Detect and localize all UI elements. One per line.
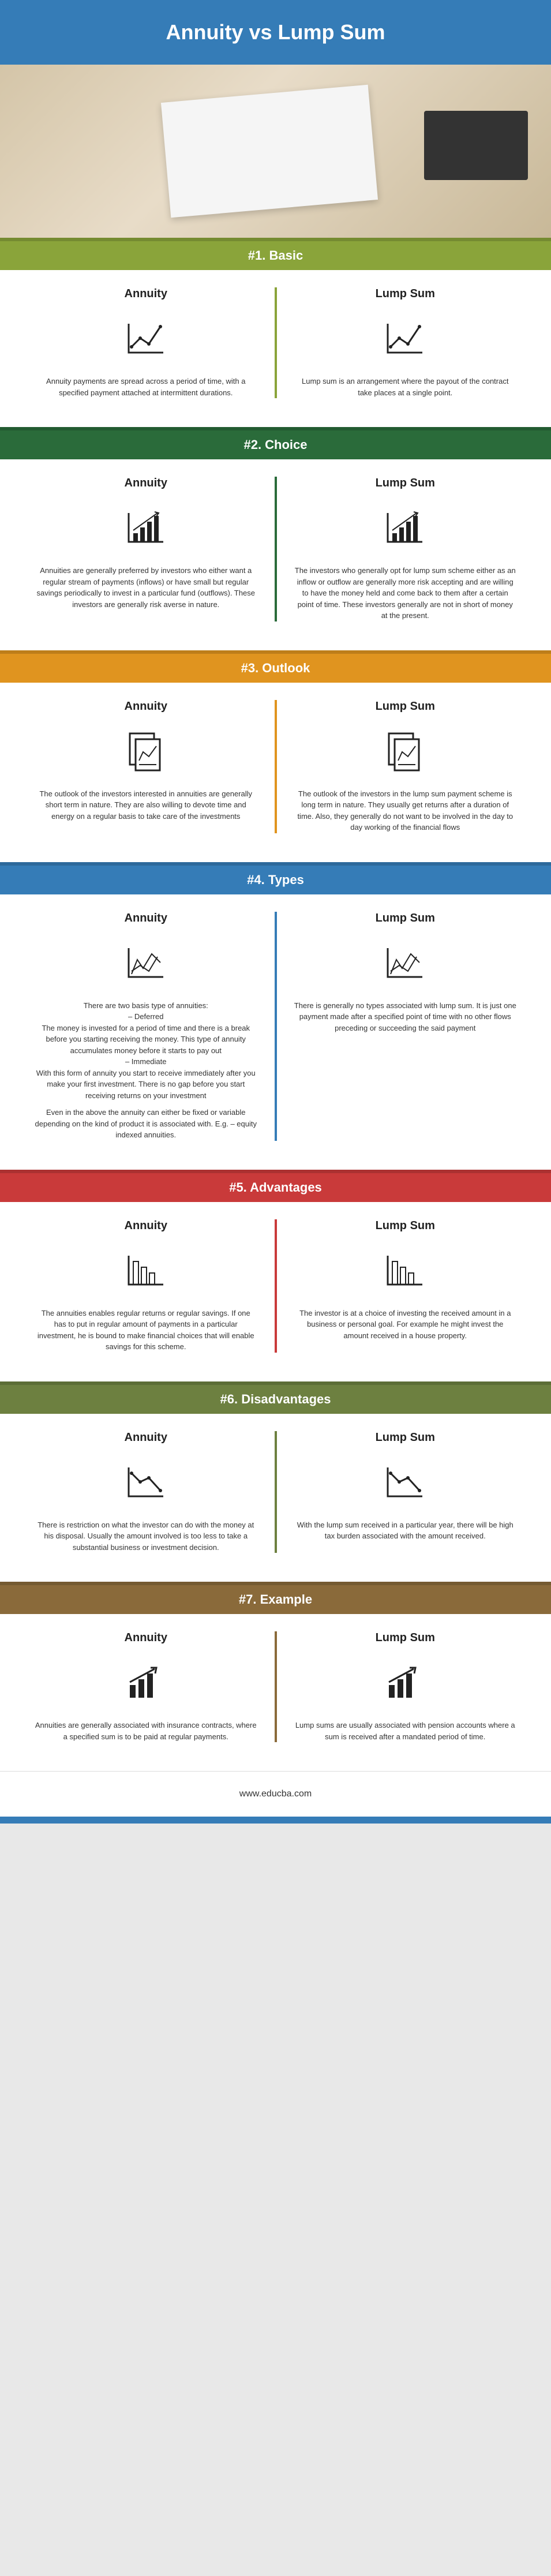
- col-lumpsum: Lump Sum There is generally no types asso…: [283, 912, 528, 1141]
- section-bar-basic: #1. Basic: [0, 238, 551, 270]
- divider: [275, 912, 277, 1141]
- bar-chart-down-icon: [294, 1244, 517, 1296]
- desc-lumpsum: The investor is at a choice of investing…: [294, 1308, 517, 1342]
- comparison-example: Annuity Annuities are generally associate…: [0, 1614, 551, 1771]
- section-bar-disadvantages: #6. Disadvantages: [0, 1381, 551, 1414]
- col-annuity: Annuity There is restriction on what the …: [23, 1431, 269, 1553]
- comparison-basic: Annuity Annuity payments are spread acros…: [0, 270, 551, 427]
- divider: [275, 1219, 277, 1353]
- section-bar-example: #7. Example: [0, 1582, 551, 1614]
- col-annuity: Annuity Annuity payments are spread acros…: [23, 287, 269, 398]
- desc-lumpsum: With the lump sum received in a particul…: [294, 1519, 517, 1542]
- desc-annuity-extra: Even in the above the annuity can either…: [35, 1107, 257, 1141]
- desc-annuity: There are two basis type of annuities:– …: [35, 1000, 257, 1102]
- document-chart-icon: [294, 725, 517, 777]
- hero-image: [0, 65, 551, 238]
- desc-annuity: Annuities are generally associated with …: [35, 1720, 257, 1742]
- footer-band: [0, 1817, 551, 1824]
- document-chart-icon: [35, 725, 257, 777]
- desc-lumpsum: The outlook of the investors in the lump…: [294, 788, 517, 833]
- col-title-lumpsum: Lump Sum: [294, 1631, 517, 1645]
- footer-url: www.educba.com: [0, 1771, 551, 1817]
- section-bar-types: #4. Types: [0, 862, 551, 894]
- col-title-annuity: Annuity: [35, 477, 257, 490]
- col-annuity: Annuity The annuities enables regular ret…: [23, 1219, 269, 1353]
- col-title-annuity: Annuity: [35, 1219, 257, 1233]
- col-title-lumpsum: Lump Sum: [294, 477, 517, 490]
- infographic-container: Annuity vs Lump Sum #1. BasicAnnuityAnnu…: [0, 0, 551, 1824]
- col-lumpsum: Lump Sum The investor is at a choice of i…: [283, 1219, 528, 1353]
- col-annuity: Annuity Annuities are generally preferred…: [23, 477, 269, 621]
- section-bar-advantages: #5. Advantages: [0, 1170, 551, 1202]
- col-annuity: Annuity Annuities are generally associate…: [23, 1631, 269, 1742]
- desc-lumpsum: Lump sum is an arrangement where the pay…: [294, 376, 517, 398]
- divider: [275, 1631, 277, 1742]
- comparison-types: Annuity There are two basis type of annui…: [0, 894, 551, 1170]
- col-title-lumpsum: Lump Sum: [294, 912, 517, 925]
- desc-annuity: The annuities enables regular returns or…: [35, 1308, 257, 1353]
- col-lumpsum: Lump Sum The outlook of the investors in …: [283, 700, 528, 833]
- divider: [275, 1431, 277, 1553]
- multi-line-chart-icon: [294, 937, 517, 989]
- divider: [275, 287, 277, 398]
- col-title-lumpsum: Lump Sum: [294, 1219, 517, 1233]
- bar-chart-down-icon: [35, 1244, 257, 1296]
- divider: [275, 700, 277, 833]
- desc-annuity: Annuity payments are spread across a per…: [35, 376, 257, 398]
- bar-chart-arrow-icon: [294, 1656, 517, 1708]
- comparison-outlook: Annuity The outlook of the investors inte…: [0, 683, 551, 862]
- col-title-annuity: Annuity: [35, 912, 257, 925]
- desc-lumpsum: There is generally no types associated w…: [294, 1000, 517, 1034]
- col-lumpsum: Lump Sum Lump sum is an arrangement where…: [283, 287, 528, 398]
- line-chart-icon: [294, 312, 517, 364]
- desc-annuity: There is restriction on what the investo…: [35, 1519, 257, 1553]
- col-title-lumpsum: Lump Sum: [294, 1431, 517, 1444]
- line-chart-icon: [35, 312, 257, 364]
- desc-lumpsum: Lump sums are usually associated with pe…: [294, 1720, 517, 1742]
- col-title-lumpsum: Lump Sum: [294, 287, 517, 301]
- desc-lumpsum: The investors who generally opt for lump…: [294, 565, 517, 621]
- bar-chart-up-icon: [294, 501, 517, 553]
- line-chart-down-icon: [294, 1456, 517, 1508]
- multi-line-chart-icon: [35, 937, 257, 989]
- col-lumpsum: Lump Sum Lump sums are usually associated…: [283, 1631, 528, 1742]
- line-chart-down-icon: [35, 1456, 257, 1508]
- col-title-annuity: Annuity: [35, 1631, 257, 1645]
- col-title-annuity: Annuity: [35, 700, 257, 713]
- col-title-annuity: Annuity: [35, 1431, 257, 1444]
- page-title: Annuity vs Lump Sum: [0, 0, 551, 65]
- col-annuity: Annuity The outlook of the investors inte…: [23, 700, 269, 833]
- desc-annuity: Annuities are generally preferred by inv…: [35, 565, 257, 610]
- col-lumpsum: Lump Sum The investors who generally opt …: [283, 477, 528, 621]
- col-title-annuity: Annuity: [35, 287, 257, 301]
- col-annuity: Annuity There are two basis type of annui…: [23, 912, 269, 1141]
- bar-chart-arrow-icon: [35, 1656, 257, 1708]
- desc-annuity: The outlook of the investors interested …: [35, 788, 257, 822]
- bar-chart-up-icon: [35, 501, 257, 553]
- divider: [275, 477, 277, 621]
- col-title-lumpsum: Lump Sum: [294, 700, 517, 713]
- comparison-disadvantages: Annuity There is restriction on what the …: [0, 1414, 551, 1582]
- comparison-advantages: Annuity The annuities enables regular ret…: [0, 1202, 551, 1381]
- section-bar-choice: #2. Choice: [0, 427, 551, 459]
- comparison-choice: Annuity Annuities are generally preferred…: [0, 459, 551, 650]
- col-lumpsum: Lump Sum With the lump sum received in a …: [283, 1431, 528, 1553]
- section-bar-outlook: #3. Outlook: [0, 650, 551, 683]
